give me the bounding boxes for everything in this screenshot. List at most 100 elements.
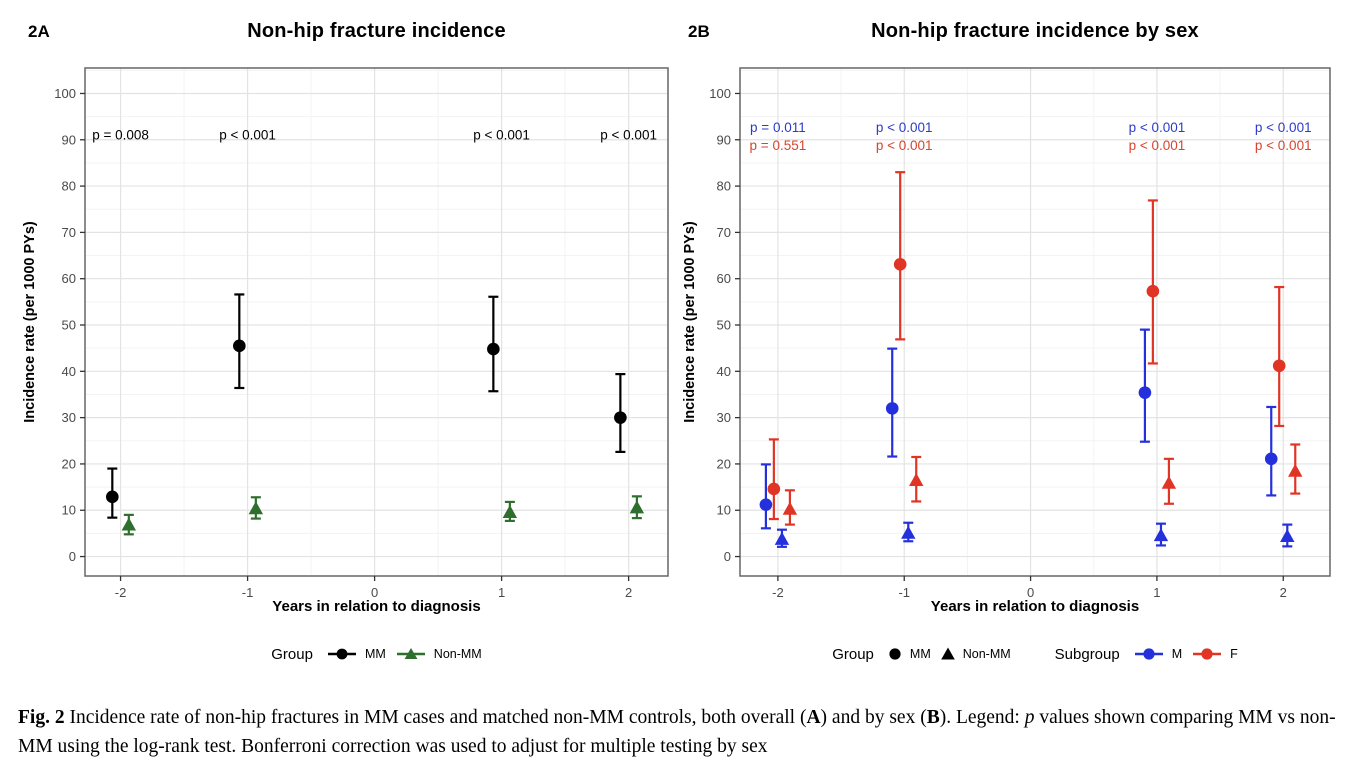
data-point-triangle xyxy=(1161,475,1177,489)
legend-a-item-mm: MM xyxy=(326,646,386,662)
legend-a-item-mm-label: MM xyxy=(364,647,386,661)
caption-text-1: Incidence rate of non-hip fractures in M… xyxy=(64,707,807,728)
panel-border xyxy=(84,67,669,577)
triangle-key-icon xyxy=(940,647,955,660)
legend-a-title: Group xyxy=(271,645,313,663)
y-tick-label: 30 xyxy=(717,410,731,425)
series-mm xyxy=(106,293,627,519)
circle-key-icon xyxy=(889,648,901,660)
circle-line-key-icon xyxy=(1134,648,1163,660)
error-bar xyxy=(760,463,771,530)
x-tick-label: 0 xyxy=(1027,585,1034,600)
x-tick-label: -1 xyxy=(242,585,254,600)
p-value-label: p < 0.001 xyxy=(1129,138,1186,153)
data-point-triangle xyxy=(1280,529,1295,543)
triangle-line-key-icon xyxy=(396,648,425,659)
p-value-label: p < 0.001 xyxy=(219,128,276,143)
y-tick-label: 20 xyxy=(717,456,731,471)
error-bar xyxy=(1266,405,1277,497)
y-tick-label: 100 xyxy=(709,86,731,101)
error-bar xyxy=(895,171,906,341)
data-point-triangle xyxy=(901,525,916,539)
caption-italic-p: p xyxy=(1024,707,1035,728)
y-tick-label: 60 xyxy=(62,271,76,286)
y-tick-label: 50 xyxy=(62,318,76,333)
y-tick-label: 10 xyxy=(62,503,76,518)
caption-text-2: ) and by sex ( xyxy=(820,707,927,728)
data-point-circle xyxy=(1146,284,1160,298)
y-tick-label: 0 xyxy=(69,549,76,564)
error-bar xyxy=(768,438,779,521)
gridlines-major xyxy=(740,68,1330,576)
panel-b-y-axis-title: Incidence rate (per 1000 PYs) xyxy=(682,221,698,423)
data-point-triangle xyxy=(121,517,137,531)
y-tick-label: 40 xyxy=(717,364,731,379)
y-tick-label: 80 xyxy=(62,179,76,194)
y-tick-label: 90 xyxy=(717,132,731,147)
series-non-mm xyxy=(121,495,645,536)
legend-a-item-non-mm: Non-MM xyxy=(395,646,482,662)
panel-a-y-axis-title: Incidence rate (per 1000 PYs) xyxy=(22,221,38,423)
data-point-triangle xyxy=(1288,463,1303,477)
plot-background xyxy=(740,68,1330,576)
y-tick-label: 60 xyxy=(717,271,731,286)
caption-text-3: ). Legend: xyxy=(939,707,1025,728)
x-tick-label: -1 xyxy=(898,585,910,600)
y-tick-label: 100 xyxy=(54,86,76,101)
p-value-label: p < 0.001 xyxy=(876,120,933,135)
y-tick-label: 20 xyxy=(62,456,76,471)
caption-fig-label: Fig. 2 xyxy=(18,707,65,728)
legend-b-group-title: Group xyxy=(832,645,874,663)
figure-caption: Fig. 2 Incidence rate of non-hip fractur… xyxy=(18,703,1348,761)
p-value-label: p = 0.551 xyxy=(750,138,807,153)
x-tick-label: 1 xyxy=(1153,585,1160,600)
caption-text-4: values shown comparing MM vs non-MM usin… xyxy=(18,707,1336,757)
p-value-label: p < 0.001 xyxy=(1255,120,1312,135)
legend-b-item-non-mm: Non-MM xyxy=(940,646,1011,662)
panel-a-label: 2A xyxy=(28,22,50,41)
data-point-circle xyxy=(759,498,773,511)
legend-b-item-f: F xyxy=(1191,646,1238,662)
axis-ticks: 0 10 20 30 40 50 60 70 80 90 100 -2 -1 0 1 2 xyxy=(54,86,632,600)
legend-b-item-f-label: F xyxy=(1230,647,1238,661)
data-point-triangle xyxy=(248,501,264,515)
gridlines-major xyxy=(85,68,668,576)
legend-b-subgroup-title: Subgroup xyxy=(1054,645,1120,663)
p-value-label: p < 0.001 xyxy=(1255,138,1312,153)
circle-line-key-icon xyxy=(1193,648,1222,660)
panel-border xyxy=(739,67,1331,577)
panel-b-x-axis-title: Years in relation to diagnosis xyxy=(930,598,1140,615)
p-value-label: p < 0.001 xyxy=(473,128,530,143)
y-tick-label: 90 xyxy=(62,132,76,147)
p-value-label: p < 0.001 xyxy=(600,128,657,143)
panel-a-plot: p = 0.008 p < 0.001 p < 0.001 p < 0.0010102… xyxy=(54,67,669,600)
data-point-circle xyxy=(1138,386,1152,399)
panel-b-title: Non-hip fracture incidence by sex xyxy=(871,20,1199,42)
data-point-triangle xyxy=(629,500,645,514)
x-tick-label: 1 xyxy=(498,585,505,600)
error-bar xyxy=(1274,285,1285,428)
axis-ticks: 0 10 20 30 40 50 60 70 80 90 100 -2 -1 0 1 2 xyxy=(709,86,1287,600)
y-tick-label: 70 xyxy=(717,225,731,240)
figure-charts: p = 0.008 p < 0.001 p < 0.001 p < 0.0010102… xyxy=(54,67,1331,600)
p-value-annotations: p = 0.008 p < 0.001 p < 0.001 p < 0.001 xyxy=(92,128,657,143)
error-bar xyxy=(1139,328,1150,443)
error-bar xyxy=(1147,199,1158,365)
circle-line-key-icon xyxy=(327,648,356,660)
panel-a-legend: Group MM Non-MM xyxy=(85,641,668,667)
y-tick-label: 0 xyxy=(724,549,731,564)
data-point-circle xyxy=(1272,359,1286,373)
data-point-triangle xyxy=(774,531,790,545)
data-point-triangle xyxy=(909,473,924,487)
y-tick-label: 80 xyxy=(717,179,731,194)
series-non-mm-f xyxy=(782,443,1303,526)
series-non-mm-m xyxy=(774,521,1295,548)
p-value-label: p = 0.011 xyxy=(750,120,806,135)
y-tick-label: 50 xyxy=(717,318,731,333)
gridlines-minor xyxy=(740,68,1330,576)
x-tick-label: 0 xyxy=(371,585,378,600)
data-point-circle xyxy=(885,402,899,415)
data-point-circle xyxy=(106,490,119,504)
legend-b-item-m-label: M xyxy=(1171,647,1183,661)
data-point-triangle xyxy=(782,501,798,515)
